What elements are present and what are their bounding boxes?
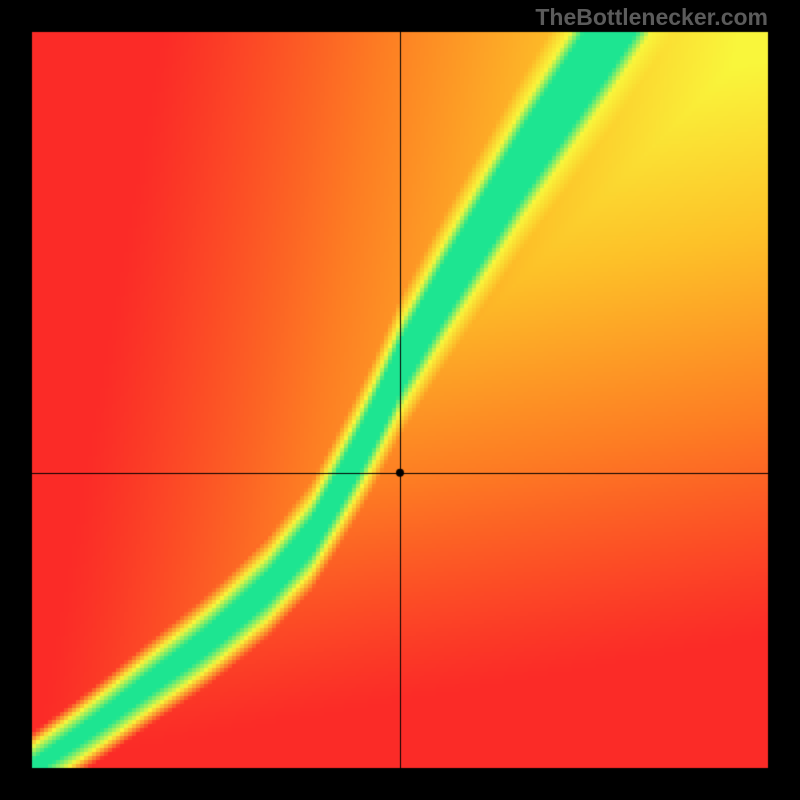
watermark-text: TheBottlenecker.com (535, 4, 768, 31)
bottleneck-heatmap (0, 0, 800, 800)
